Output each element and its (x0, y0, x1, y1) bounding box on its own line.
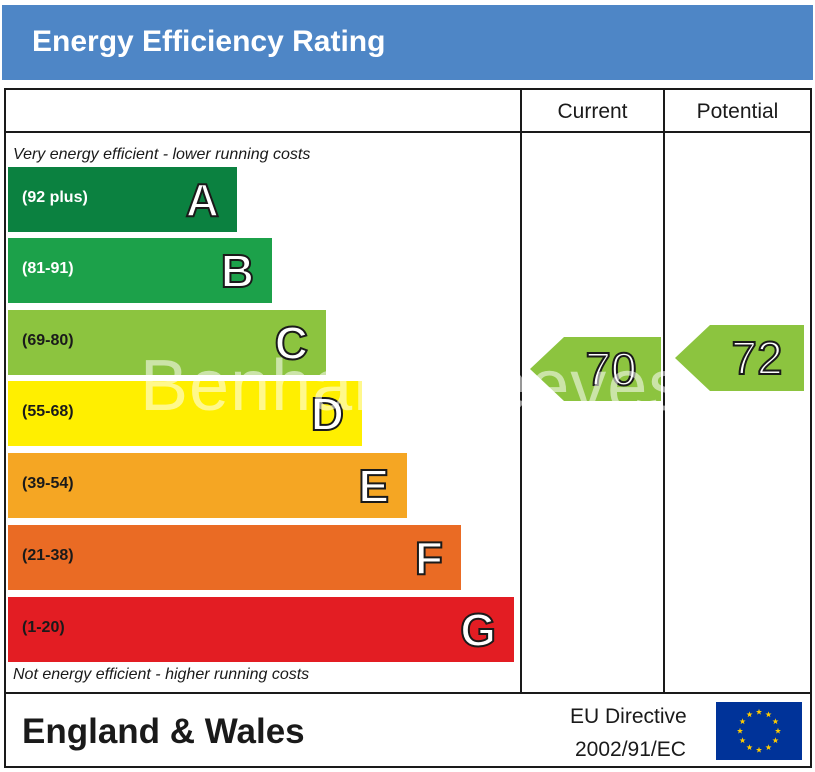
eu-star (739, 737, 746, 744)
eu-flag-icon (716, 702, 802, 760)
eu-flag-stars (736, 708, 782, 753)
header-bar: Energy Efficiency Rating (2, 5, 813, 80)
note-inefficient: Not energy efficient - higher running co… (13, 666, 310, 683)
current-arrow-shape (530, 337, 661, 401)
band-range: (81-91) (22, 260, 74, 277)
band-letter: G (459, 603, 497, 657)
eu-star (765, 711, 772, 718)
band-range: (55-68) (22, 403, 74, 420)
eu-directive-label: EU Directive (570, 705, 687, 728)
footer-divider (4, 692, 812, 694)
band-e: (39-54) E (8, 453, 407, 518)
note-efficient: Very energy efficient - lower running co… (13, 146, 311, 163)
eu-star (755, 746, 763, 753)
eu-star (772, 737, 779, 744)
band-range: (92 plus) (22, 189, 88, 206)
band-letter: E (357, 459, 390, 513)
header-divider (4, 131, 812, 133)
potential-rating-value: 72 (730, 331, 783, 385)
footer-region: England & Wales (22, 712, 305, 751)
band-letter: A (185, 173, 220, 227)
band-range: (69-80) (22, 332, 74, 349)
eu-star (736, 727, 744, 734)
eu-star (765, 744, 772, 751)
column-divider-potential (663, 88, 665, 694)
potential-arrow-shape (675, 325, 804, 391)
band-range: (21-38) (22, 547, 74, 564)
potential-rating-arrow (675, 325, 804, 391)
eu-directive-number: 2002/91/EC (575, 738, 686, 761)
eu-star (755, 708, 763, 715)
rating-table-frame (4, 88, 812, 768)
current-rating-arrow (530, 337, 661, 401)
column-divider-current (520, 88, 522, 694)
eu-star (739, 718, 746, 725)
column-header-potential: Potential (696, 100, 779, 123)
band-f: (21-38) F (8, 525, 461, 590)
watermark-text: Benham Reeves (140, 346, 686, 426)
band-letter: D (310, 387, 345, 441)
band-range: (1-20) (22, 619, 65, 636)
eu-star (746, 744, 753, 751)
band-b: (81-91) B (8, 238, 272, 303)
eu-star (772, 718, 779, 725)
band-g: (1-20) G (8, 597, 514, 662)
band-c: (69-80) C (8, 310, 326, 375)
eu-star (746, 711, 753, 718)
eu-star (774, 727, 782, 734)
band-letter: C (274, 316, 309, 370)
band-letter: B (220, 244, 255, 298)
band-d: (55-68) D (8, 381, 362, 446)
band-a: (92 plus) A (8, 167, 237, 232)
current-rating-value: 70 (584, 342, 637, 396)
band-letter: F (414, 531, 444, 585)
column-header-current: Current (557, 100, 628, 123)
band-range: (39-54) (22, 475, 74, 492)
page-title: Energy Efficiency Rating (32, 25, 386, 58)
